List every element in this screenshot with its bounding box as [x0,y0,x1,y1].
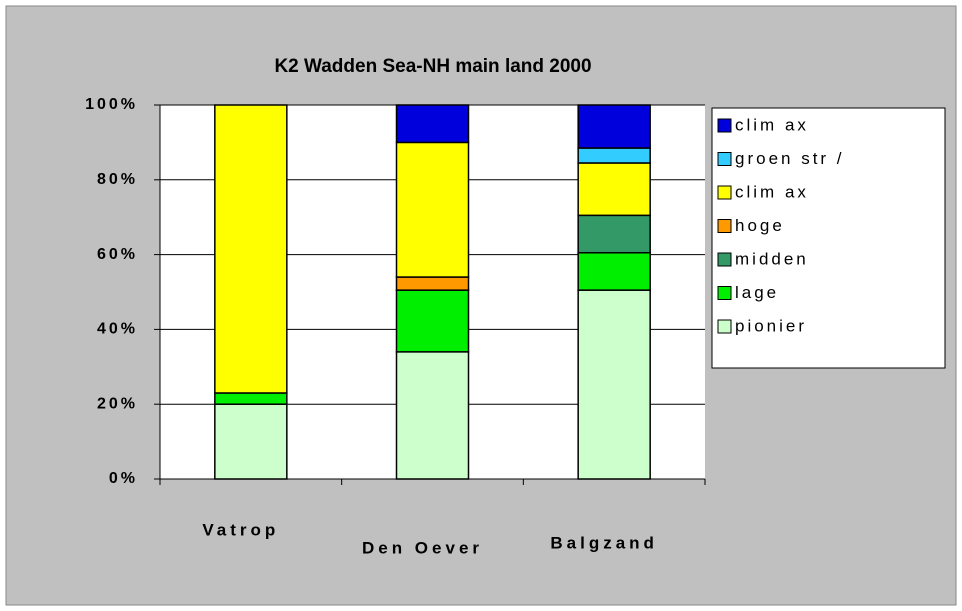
legend-swatch [717,185,732,200]
x-tick-label: Den Oever [362,538,483,557]
bar-segment [577,104,651,149]
legend-swatch [717,252,732,267]
x-tick-label: Vatrop [202,520,279,539]
bar-segment [395,276,470,291]
bar-segment [214,104,288,394]
bar-segment [395,351,470,480]
bar-segment [577,251,651,291]
bar-segment [395,104,470,144]
bar-segment [395,141,470,278]
legend-label: clim ax [735,182,809,201]
legend-swatch [717,219,732,233]
legend-box [711,107,946,369]
bar-segment [577,147,651,164]
bar-segment [214,403,288,480]
chart-title: K2 Wadden Sea-NH main land 2000 [274,56,591,77]
legend-swatch [717,118,732,133]
legend-swatch [717,319,732,334]
legend-label: lage [735,283,779,302]
bar-segment [577,214,651,254]
y-tick-label: 100% [85,96,138,113]
legend-label: groen str / [735,149,845,168]
x-tick-label: Balgzand [550,533,658,552]
bar-segment [577,162,651,217]
legend-label: hoge [735,216,785,235]
legend-swatch [717,152,732,166]
y-tick-label: 40% [97,321,138,338]
y-tick-label: 60% [97,246,138,263]
y-tick-label: 0% [109,470,138,487]
legend-label: pionier [735,316,807,335]
bar-segment [577,289,651,480]
legend-label: clim ax [735,115,809,134]
legend-label: midden [735,249,809,268]
y-tick-label: 20% [97,395,138,412]
legend-swatch [717,286,732,300]
bar-segment [395,289,470,353]
bar-segment [214,392,288,405]
y-tick-label: 80% [97,171,138,188]
